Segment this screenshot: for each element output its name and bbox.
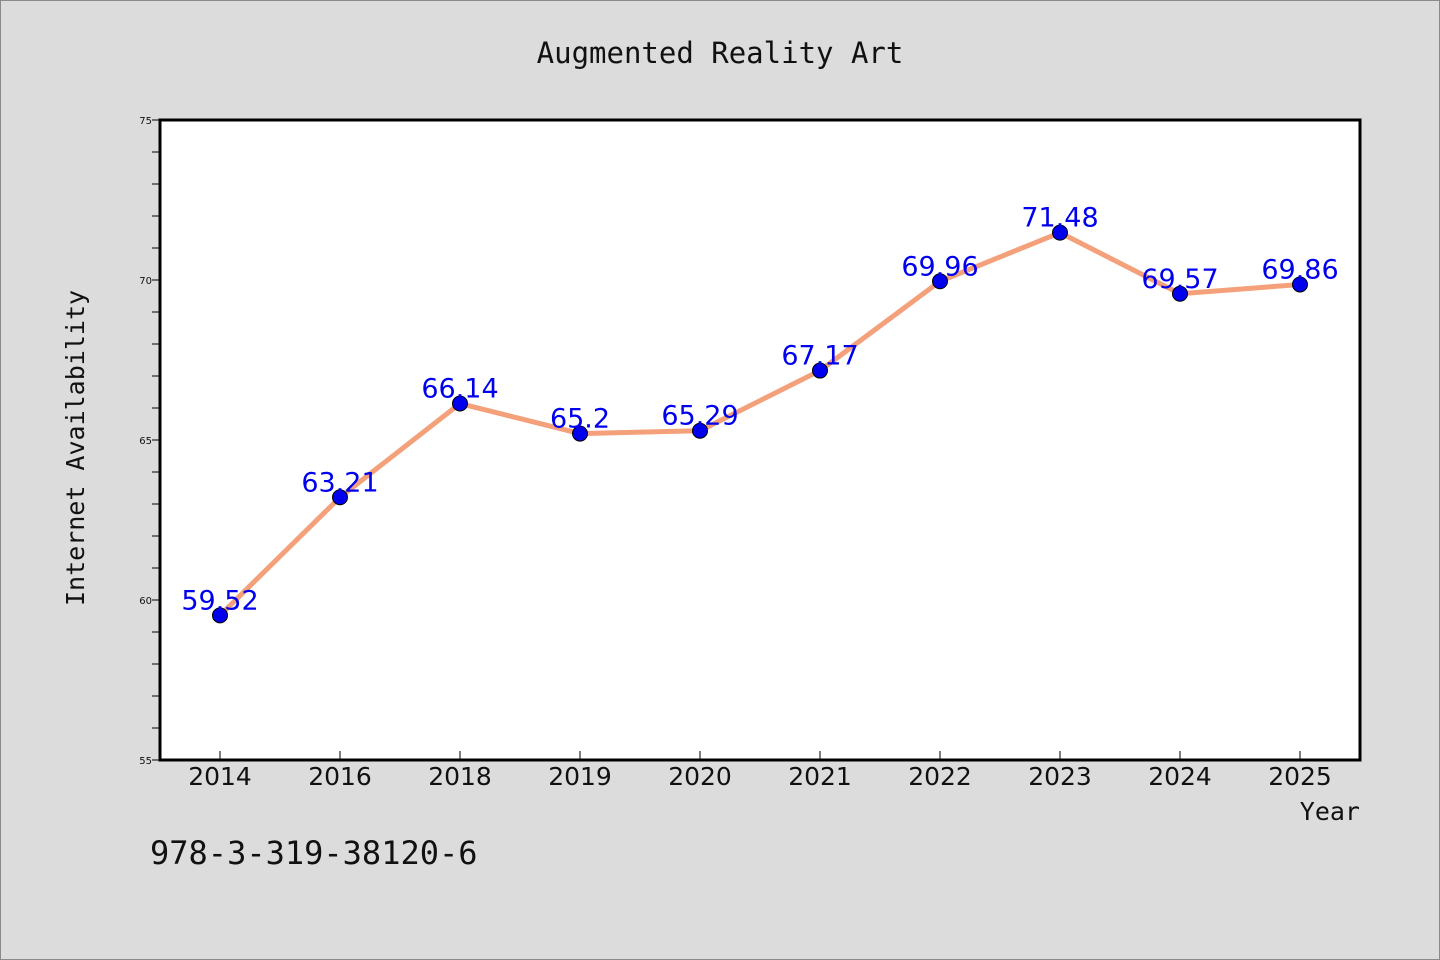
y-tick-label: 70 — [139, 276, 152, 287]
data-point — [572, 425, 588, 442]
y-tick-label: 75 — [139, 116, 152, 127]
x-tick-label: 2014 — [188, 762, 252, 791]
data-labels: 59.52 63.21 66.14 65.2 65.29 67.17 69.96 71.48 6… — [181, 203, 1338, 617]
data-label: 67.17 — [781, 341, 858, 372]
x-tick-label: 2024 — [1148, 762, 1212, 791]
data-label: 65.29 — [661, 401, 738, 432]
x-tick-label: 2016 — [308, 762, 372, 791]
data-point — [452, 395, 468, 412]
data-point — [212, 607, 228, 624]
data-point — [812, 362, 828, 379]
y-tick-label: 65 — [139, 436, 152, 447]
data-point — [332, 489, 348, 506]
data-point — [932, 273, 948, 290]
footnote-isbn: 978-3-319-38120-6 — [150, 834, 478, 872]
data-label: 71.48 — [1021, 203, 1098, 234]
series-line — [217, 230, 1303, 618]
x-tick-label: 2019 — [548, 762, 612, 791]
x-tick-label: 2025 — [1268, 762, 1332, 791]
x-tick-label: 2021 — [788, 762, 852, 791]
y-tick-label: 55 — [139, 756, 152, 767]
data-label: 66.14 — [421, 374, 498, 405]
x-tick-label: 2022 — [908, 762, 972, 791]
data-label: 69.96 — [901, 251, 978, 282]
x-tick-label: 2023 — [1028, 762, 1092, 791]
x-axis-label: Year — [1300, 797, 1360, 826]
data-label: 65.2 — [550, 404, 610, 435]
data-point — [1052, 224, 1068, 241]
chart-title: Augmented Reality Art — [537, 36, 904, 70]
data-label: 63.21 — [301, 467, 378, 498]
data-point — [1292, 276, 1308, 293]
x-tick-label: 2018 — [428, 762, 492, 791]
y-axis-label: Internet Availability — [61, 290, 90, 606]
x-tick-label: 2020 — [668, 762, 732, 791]
data-point — [1172, 285, 1188, 302]
y-tick-label: 60 — [139, 596, 152, 607]
data-label: 69.57 — [1141, 264, 1218, 295]
series-layer — [212, 224, 1308, 624]
plot-area — [158, 118, 1362, 762]
data-label: 59.52 — [181, 585, 258, 616]
y-axis: 55 60 65 70 75 — [139, 116, 160, 767]
data-label: 69.86 — [1261, 254, 1338, 285]
data-point — [692, 422, 708, 439]
x-axis: 2014 2016 2018 2019 2020 2021 2022 2023 2024 2025 — [188, 751, 1332, 791]
